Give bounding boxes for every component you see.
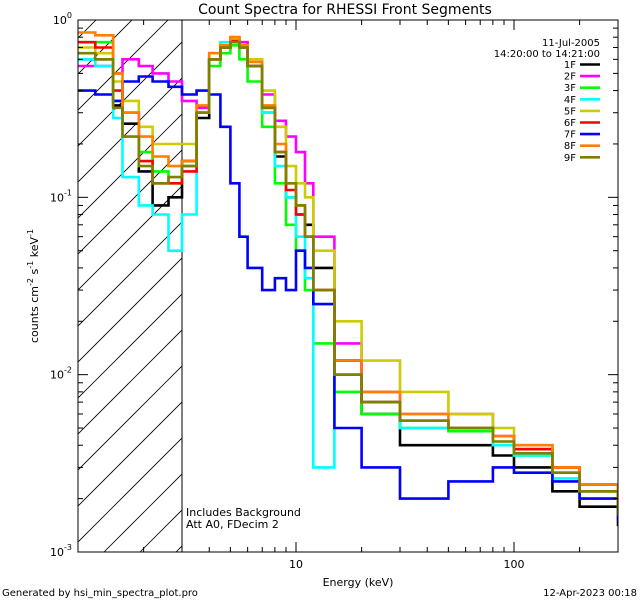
y-axis-label: counts cm-2 s-1 keV-1	[26, 229, 41, 343]
series-line-9F	[78, 40, 618, 516]
series-group	[78, 31, 618, 527]
axis-ticks: 10 100 100 10-1 10-2 10-3	[50, 11, 619, 571]
footer-date: 12-Apr-2023 00:18	[543, 588, 637, 599]
legend-date: 11-Jul-2005	[542, 38, 600, 49]
x-axis-label: Energy (keV)	[323, 576, 394, 589]
legend-label-5F: 5F	[564, 106, 576, 117]
legend-label-6F: 6F	[564, 118, 576, 129]
series-line-2F	[78, 35, 618, 512]
y-tick-label: 10-2	[50, 366, 72, 382]
hatch-line	[78, 185, 183, 291]
series-line-5F	[78, 37, 618, 507]
footer-generator: Generated by hsi_min_spectra_plot.pro	[2, 588, 198, 599]
legend-label-1F: 1F	[564, 60, 576, 71]
series-line-3F	[78, 40, 618, 507]
hatch-line	[78, 293, 183, 399]
legend-label-8F: 8F	[564, 141, 576, 152]
legend-label-4F: 4F	[564, 95, 576, 106]
y-tick-label: 10-1	[50, 188, 72, 204]
annotation-background: Includes Background	[186, 506, 301, 519]
legend-label-3F: 3F	[564, 83, 576, 94]
chart-title: Count Spectra for RHESSI Front Segments	[198, 2, 492, 18]
plot-frame	[77, 19, 619, 553]
hatch-line	[78, 77, 183, 183]
hatched-region	[78, 20, 183, 552]
series-line-7F	[78, 75, 618, 521]
hatch-line	[78, 41, 183, 147]
legend-label-7F: 7F	[564, 130, 576, 141]
legend-label-2F: 2F	[564, 72, 576, 83]
hatch-line	[78, 437, 183, 543]
y-tick-label: 100	[53, 11, 72, 27]
y-tick-label: 10-3	[50, 543, 72, 559]
hatch-line	[78, 221, 183, 327]
hatch-line	[78, 113, 183, 219]
hatch-line	[78, 20, 97, 39]
legend-time-range: 14:20:00 to 14:21:00	[494, 49, 600, 60]
hatch-line	[78, 365, 183, 471]
x-tick-label: 100	[503, 558, 524, 571]
hatch-line	[103, 473, 183, 552]
hatch-line	[78, 401, 183, 507]
legend-label-9F: 9F	[564, 153, 576, 164]
hatch-line	[78, 257, 183, 363]
series-line-8F	[78, 31, 618, 507]
x-tick-label: 10	[289, 558, 303, 571]
hatch-line	[78, 329, 183, 435]
series-line-6F	[78, 39, 618, 507]
annotation-attenuator: Att A0, FDecim 2	[186, 518, 279, 531]
